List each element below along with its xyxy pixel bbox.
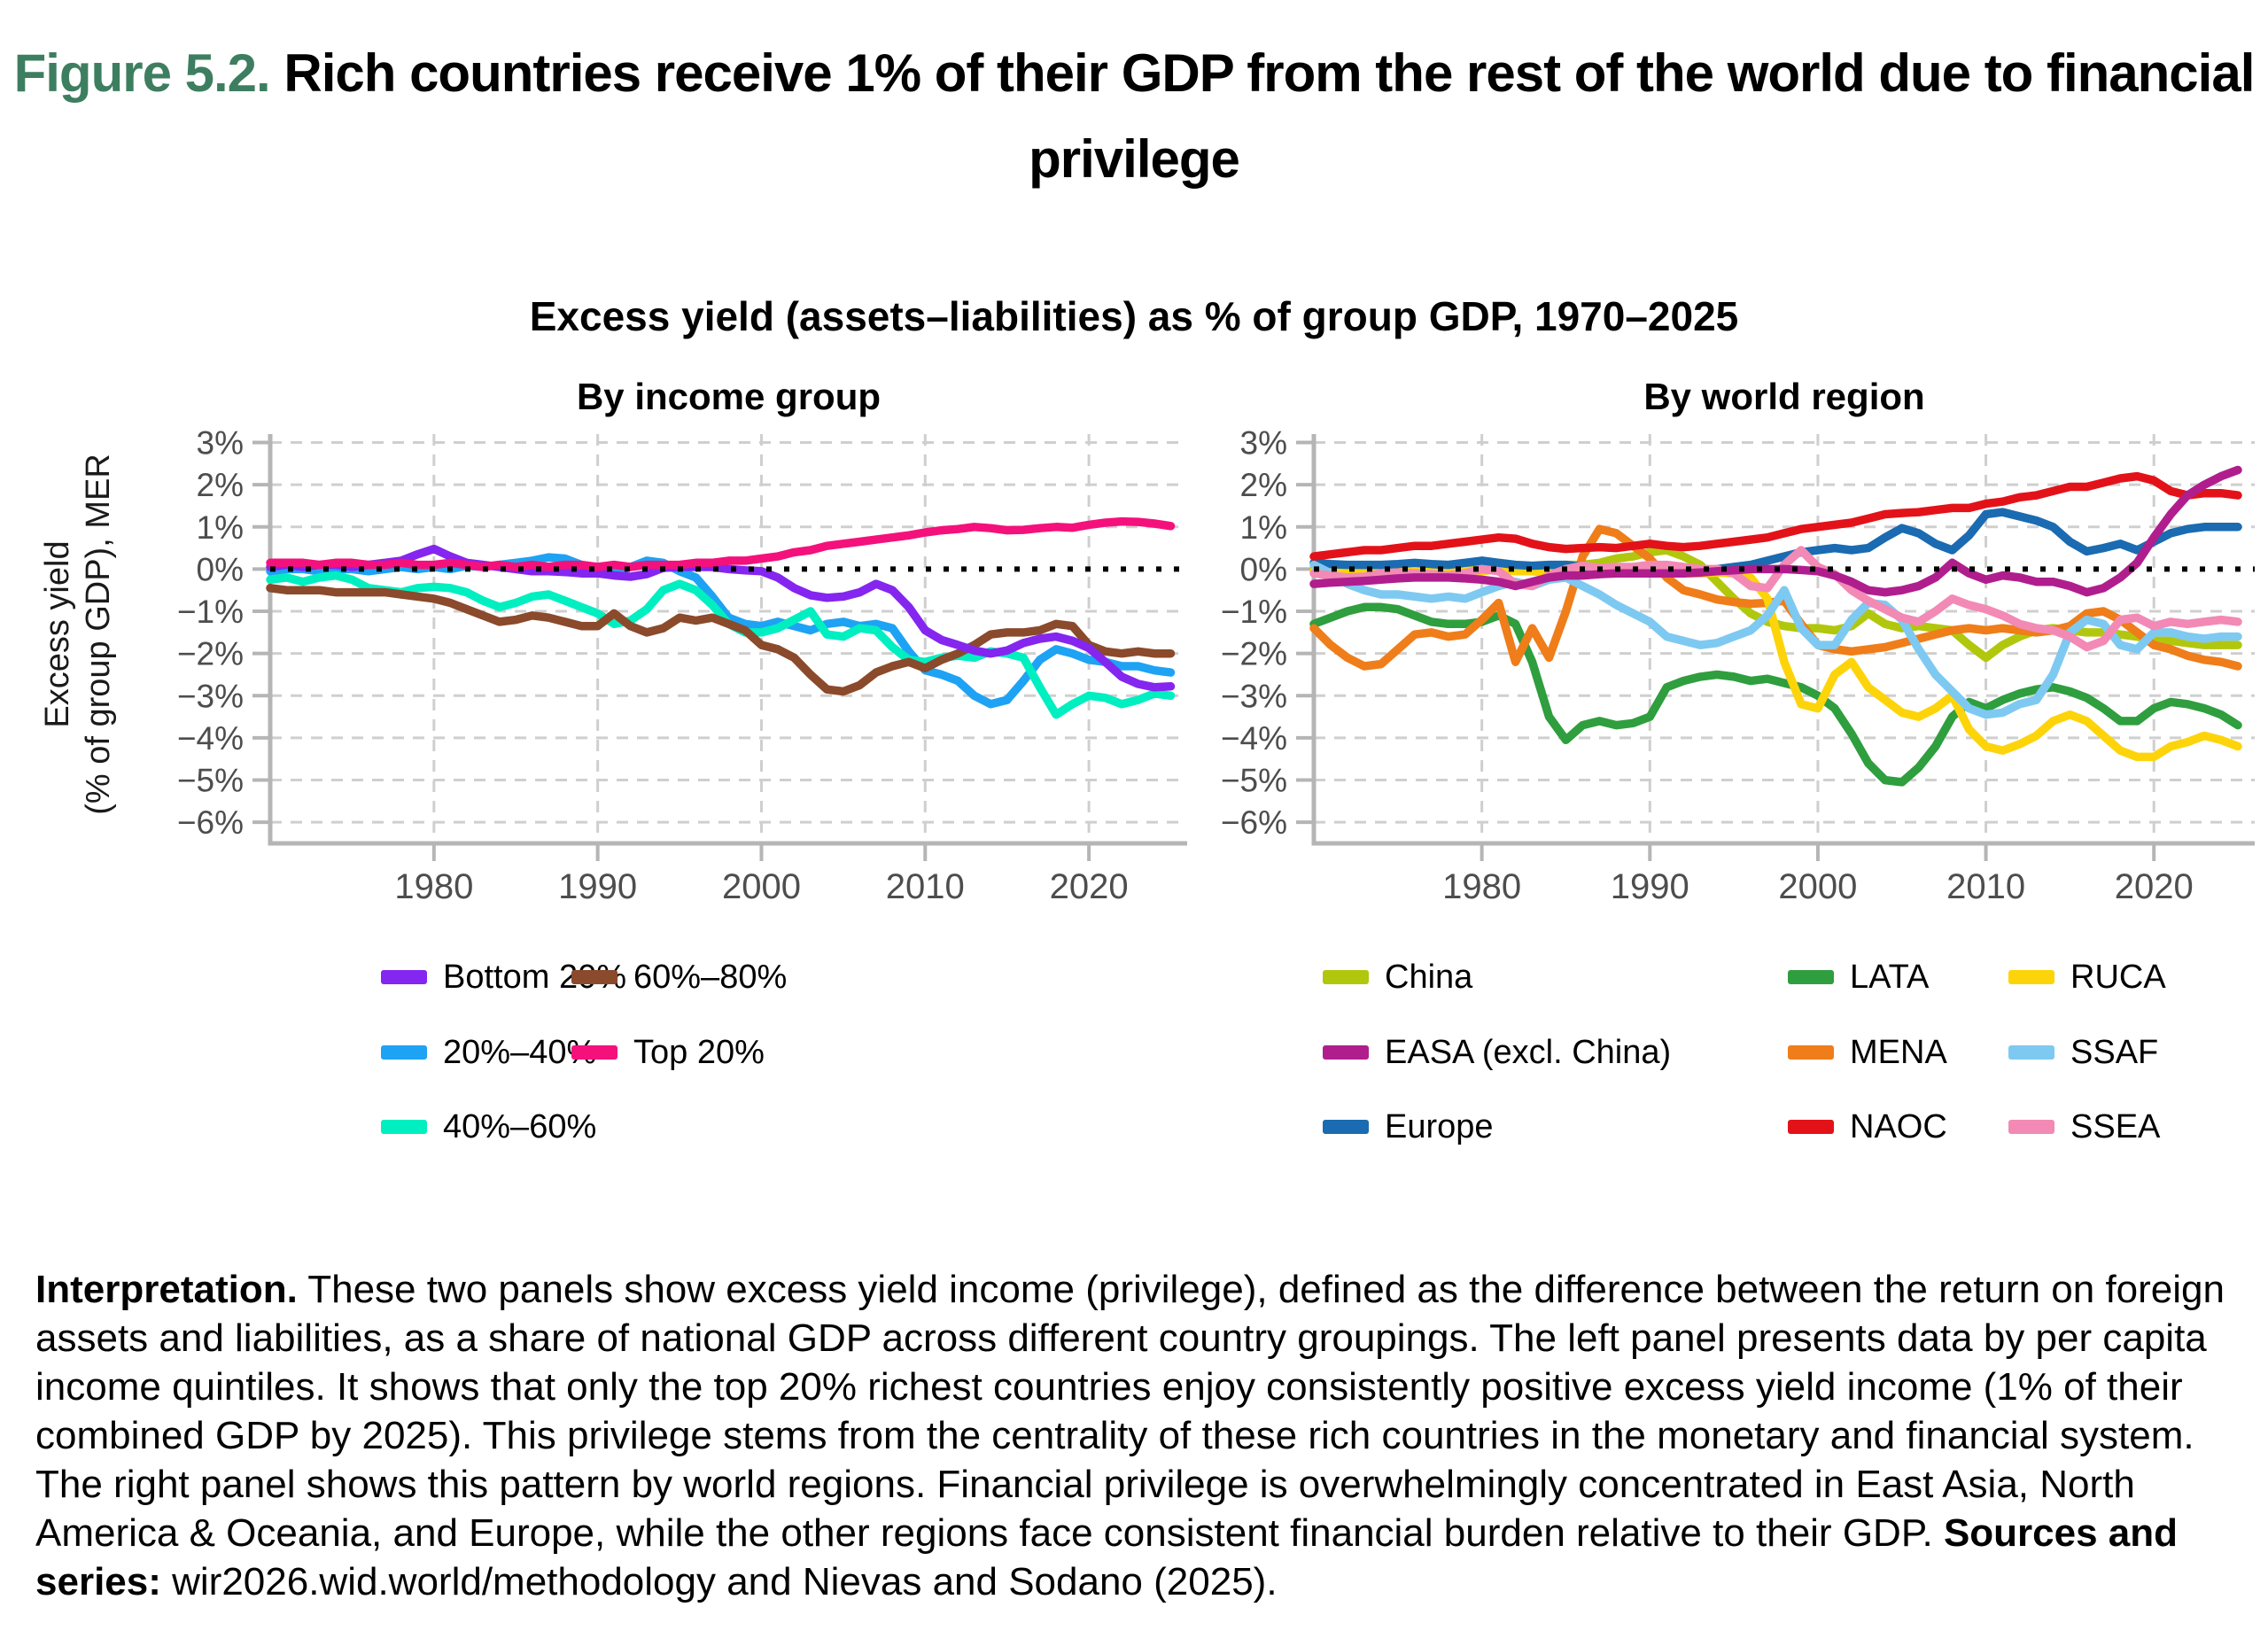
y-tick-label: −1%	[1221, 594, 1287, 630]
y-tick-label: −6%	[1221, 804, 1287, 841]
y-tick-label: −5%	[1221, 763, 1287, 799]
x-tick-label: 1980	[1442, 867, 1521, 899]
x-tick-label: 1990	[1611, 867, 1689, 899]
y-tick-label: −5%	[177, 763, 244, 799]
y-tick-label: 0%	[1240, 551, 1287, 587]
figure-title-text: Rich countries receive 1% of their GDP f…	[269, 43, 2255, 189]
x-tick-label: 2000	[1778, 867, 1857, 899]
x-tick-label: 2020	[2115, 867, 2194, 899]
legend-swatch-europe	[1323, 1120, 1369, 1134]
legend-swatch-china	[1323, 970, 1369, 984]
chart-by-world-region: 3% 2% 1% 0% −1% −2% −3% −4% −5% −6% 1980 1990 2000 20…	[1221, 425, 2255, 899]
panel-title-world-region: By world region	[1643, 376, 1925, 417]
panel-title-income-group: By income group	[576, 376, 882, 417]
series-line-40-60-	[266, 571, 1176, 719]
series-line-europe	[1309, 508, 2242, 578]
legend-label-europe: Europe	[1385, 1108, 1494, 1145]
x-tick-label: 1990	[558, 867, 637, 899]
legend-label-ssaf: SSAF	[2070, 1034, 2159, 1071]
legend-swatch-40-60-	[381, 1120, 427, 1134]
y-tick-label: 0%	[197, 551, 244, 587]
interpretation-body: These two panels show excess yield incom…	[35, 1268, 2225, 1555]
legend-swatch-mena	[1788, 1045, 1834, 1060]
legend-label-20-40-: 20%–40%	[443, 1034, 597, 1071]
y-axis-label: Excess yield (% of group GDP), MER	[37, 454, 119, 815]
y-tick-label: −4%	[177, 720, 244, 757]
sources-label: Sources and series:	[35, 1511, 2179, 1603]
legend-label-40-60-: 40%–60%	[443, 1108, 597, 1145]
series-line-top-20-	[266, 516, 1176, 571]
legend-label-easa-excl-china-: EASA (excl. China)	[1385, 1034, 1672, 1071]
legend-label-lata: LATA	[1850, 959, 1930, 996]
y-tick-label: −1%	[177, 594, 244, 630]
legend-swatch-ssea	[2008, 1120, 2054, 1134]
y-tick-label: 1%	[197, 509, 244, 546]
x-tick-label: 2010	[1946, 867, 2025, 899]
y-tick-label: −3%	[177, 678, 244, 714]
legend-label-60-80-: 60%–80%	[633, 959, 788, 996]
y-tick-label: 3%	[197, 425, 244, 462]
y-tick-label: −3%	[1221, 678, 1287, 714]
legend-label-ssea: SSEA	[2070, 1108, 2161, 1145]
legend-swatch-easa-excl-china-	[1323, 1045, 1369, 1060]
x-tick-label: 2000	[722, 867, 801, 899]
legend-swatch-bottom-20-	[381, 970, 427, 984]
y-tick-label: −2%	[177, 636, 244, 672]
legend-label-top-20-: Top 20%	[633, 1034, 765, 1071]
legend-swatch-20-40-	[381, 1045, 427, 1060]
interpretation-lead: Interpretation.	[35, 1268, 298, 1311]
legend-label-mena: MENA	[1850, 1034, 1947, 1071]
chart-by-income-group: 3% 2% 1% 0% −1% −2% −3% −4% −5% −6% 1980 1990 2000 20…	[177, 425, 1187, 899]
legend-label-ruca: RUCA	[2070, 959, 2166, 996]
x-tick-label: 1980	[394, 867, 473, 899]
figure-number-label: Figure 5.2.	[13, 43, 271, 103]
series-line-ssea	[1309, 546, 2242, 652]
x-tick-label: 2010	[886, 867, 965, 899]
legend-swatch-ssaf	[2008, 1045, 2054, 1060]
y-tick-label: −4%	[1221, 720, 1287, 757]
y-tick-label: 2%	[1240, 467, 1287, 503]
y-tick-label: 2%	[197, 467, 244, 503]
sources-body: wir2026.wid.world/methodology and Nievas…	[160, 1560, 1278, 1603]
x-tick-label: 2020	[1050, 867, 1129, 899]
legend-swatch-60-80-	[571, 970, 617, 984]
chart-subtitle: Excess yield (assets–liabilities) as % o…	[529, 293, 1739, 339]
interpretation-paragraph: Interpretation. These two panels show ex…	[35, 1265, 2236, 1606]
y-tick-label: 3%	[1240, 425, 1287, 462]
series-line-bottom-20-	[266, 544, 1176, 692]
legend-label-naoc: NAOC	[1850, 1108, 1947, 1145]
legend-label-bottom-20-: Bottom 20%	[443, 959, 626, 996]
legend-swatch-lata	[1788, 970, 1834, 984]
series-line-60-80-	[266, 584, 1176, 696]
series-line-lata	[1309, 602, 2242, 787]
y-tick-label: −6%	[177, 804, 244, 841]
series-line-ssaf	[1309, 560, 2242, 719]
y-tick-label: 1%	[1240, 509, 1287, 546]
figure-title: Figure 5.2. Rich countries receive 1% of…	[0, 30, 2268, 202]
legend-swatch-top-20-	[571, 1045, 617, 1060]
legend-swatch-ruca	[2008, 970, 2054, 984]
y-tick-label: −2%	[1221, 636, 1287, 672]
legend-label-china: China	[1385, 959, 1473, 996]
y-axis-label-line1: Excess yield	[39, 540, 76, 728]
series-line-naoc	[1309, 471, 2242, 561]
legend-swatch-naoc	[1788, 1120, 1834, 1134]
y-axis-label-line2: (% of group GDP), MER	[80, 454, 117, 815]
